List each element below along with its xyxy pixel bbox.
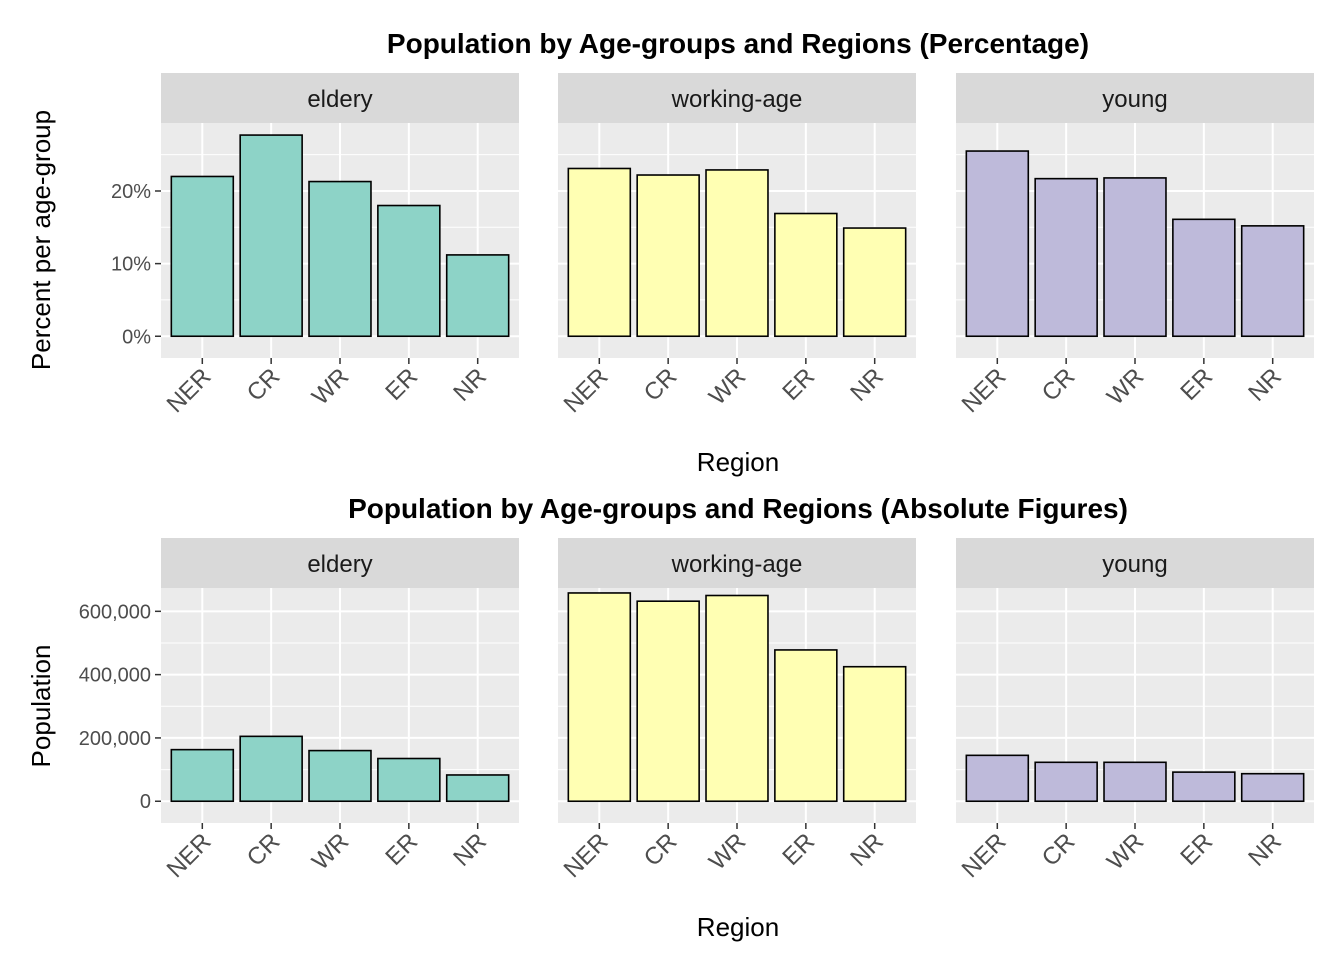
x-axis-title: Region (697, 912, 779, 942)
bar-young-NR (1240, 772, 1305, 803)
y-tick-label: 400,000 (79, 665, 151, 687)
y-tick-label: 600,000 (79, 601, 151, 623)
bar-young-CR (1034, 177, 1098, 338)
y-tick-label: 0 (140, 791, 151, 813)
bar-eldery-CR (239, 134, 303, 338)
bar-working-age-NR (842, 227, 907, 338)
y-tick-label: 0% (122, 326, 151, 348)
bar-working-age-NER (567, 167, 632, 338)
bar-eldery-NER (170, 175, 235, 338)
bar-eldery-CR (239, 735, 303, 803)
bar-young-CR (1034, 761, 1098, 803)
chart-percentage: Population by Age-groups and Regions (Pe… (26, 28, 1314, 477)
facet-strip-label: eldery (307, 551, 372, 578)
y-axis-title: Percent per age-group (26, 110, 56, 370)
y-tick-label: 20% (111, 181, 151, 203)
bar-eldery-NER (170, 748, 235, 803)
facet-strip (558, 538, 916, 588)
bar-working-age-NR (842, 665, 907, 803)
bar-eldery-NR (445, 774, 510, 803)
y-axis-title: Population (26, 645, 56, 768)
facet-strip-label: young (1102, 551, 1167, 578)
chart-title: Population by Age-groups and Regions (Pe… (387, 28, 1089, 59)
facet-strip (956, 538, 1314, 588)
bar-eldery-WR (308, 180, 372, 338)
bar-eldery-ER (377, 757, 441, 803)
bar-young-ER (1172, 771, 1236, 803)
facet-strip-label: eldery (307, 86, 372, 113)
bar-young-NER (965, 754, 1030, 803)
facet-strip (161, 73, 519, 123)
bar-eldery-WR (308, 749, 372, 803)
y-tick-label: 200,000 (79, 728, 151, 750)
bar-young-ER (1172, 218, 1236, 338)
facet-strip (558, 73, 916, 123)
bar-working-age-ER (774, 649, 838, 803)
bar-young-NR (1240, 225, 1305, 338)
facet-strip (161, 538, 519, 588)
x-axis-title: Region (697, 447, 779, 477)
bar-working-age-WR (705, 169, 769, 338)
bar-working-age-ER (774, 212, 838, 338)
facet-strip-label: working-age (671, 86, 803, 113)
y-tick-label: 10% (111, 254, 151, 276)
bar-working-age-NER (567, 592, 632, 803)
bar-working-age-WR (705, 594, 769, 803)
bar-eldery-ER (377, 204, 441, 338)
bar-working-age-CR (636, 600, 700, 803)
bar-eldery-NR (445, 254, 510, 338)
bar-young-WR (1103, 177, 1167, 338)
bar-young-WR (1103, 761, 1167, 803)
facet-strip-label: working-age (671, 551, 803, 578)
chart-absolute: Population by Age-groups and Regions (Ab… (26, 493, 1314, 942)
facet-strip (956, 73, 1314, 123)
facet-strip-label: young (1102, 86, 1167, 113)
chart-title: Population by Age-groups and Regions (Ab… (348, 493, 1128, 524)
bar-young-NER (965, 150, 1030, 338)
bar-working-age-CR (636, 174, 700, 338)
